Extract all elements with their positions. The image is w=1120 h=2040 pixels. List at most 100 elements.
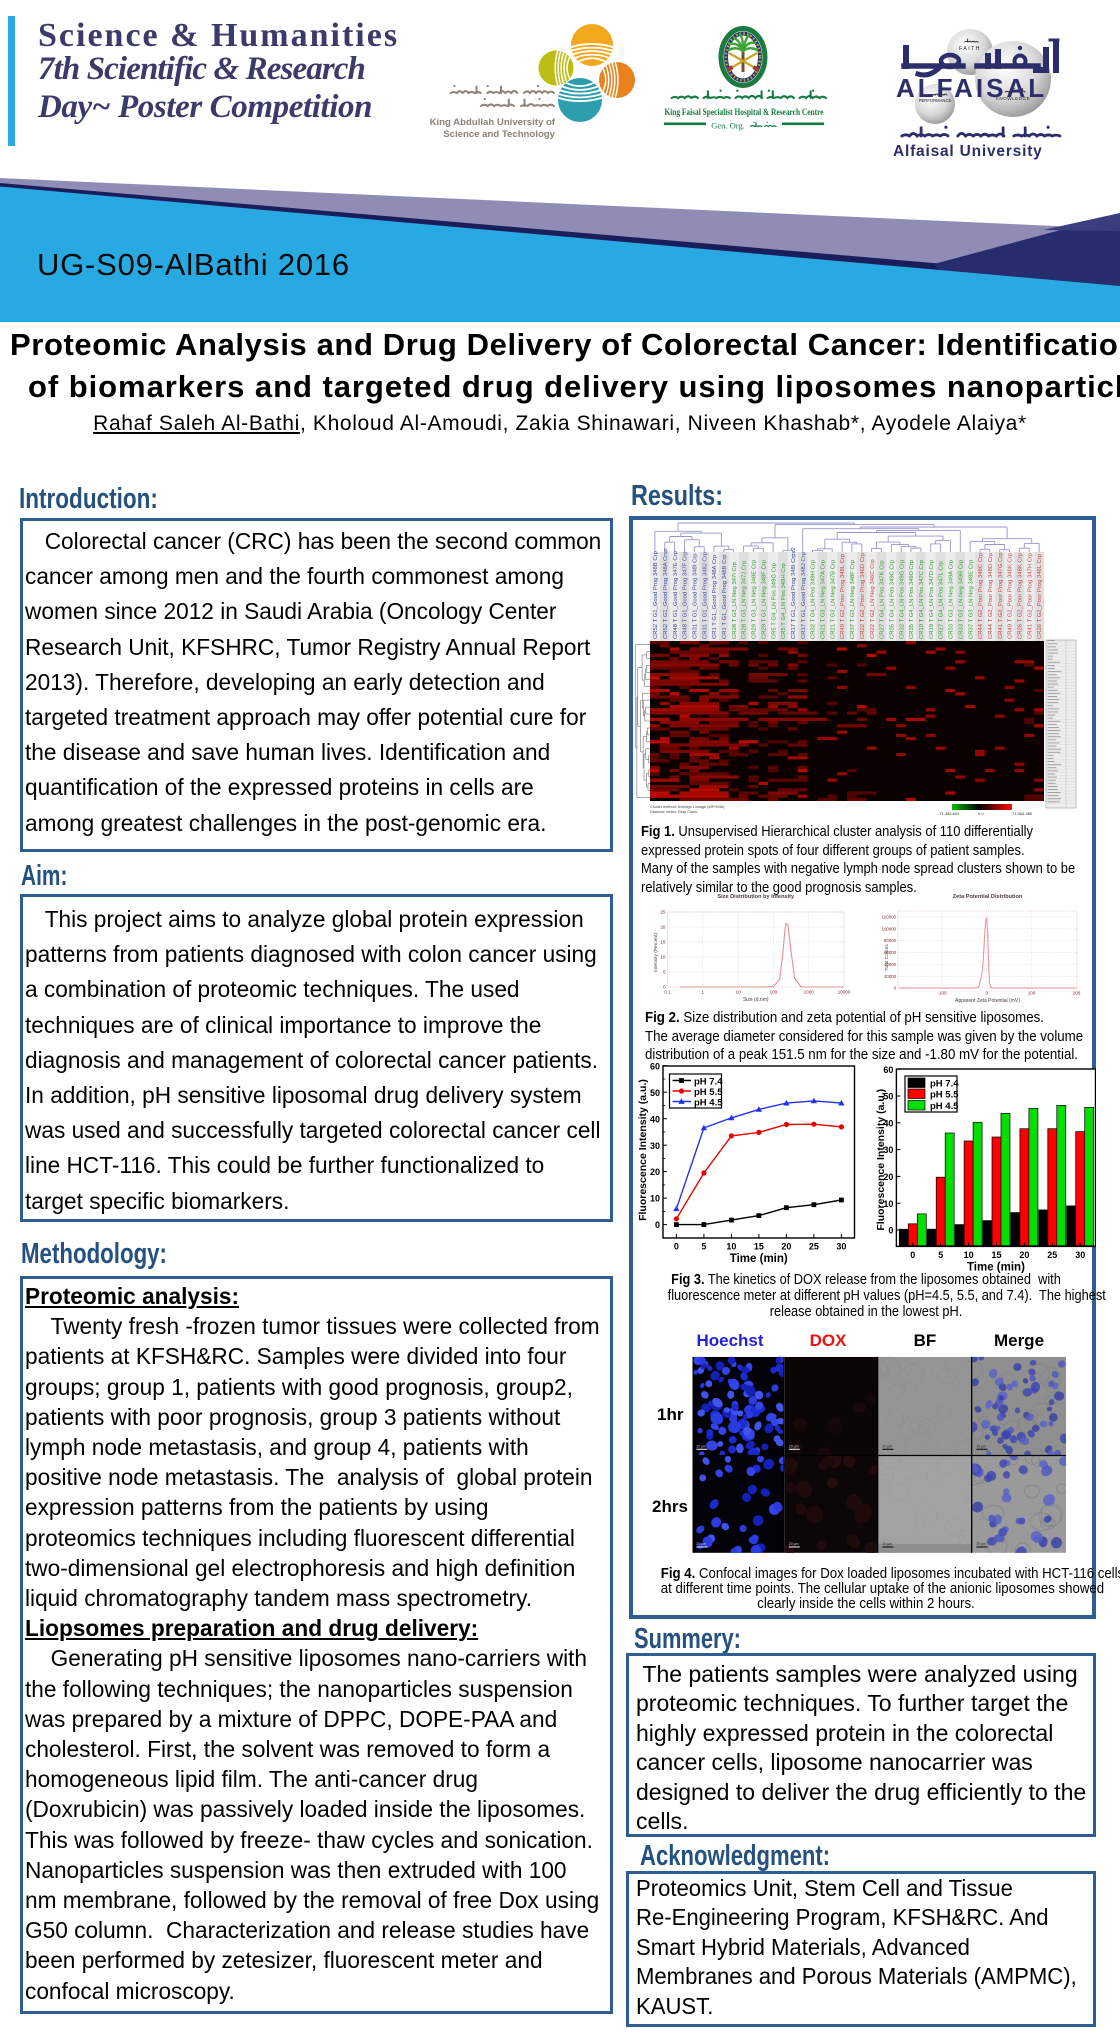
svg-text:Apparent Zeta Potential (mV): Apparent Zeta Potential (mV) bbox=[955, 998, 1020, 1004]
svg-text:Fluorescence Intensity (a.u.): Fluorescence Intensity (a.u.) bbox=[875, 1089, 887, 1231]
svg-text:-71,384.603: -71,384.603 bbox=[938, 811, 960, 816]
svg-text:20000: 20000 bbox=[884, 974, 897, 979]
svg-text:0: 0 bbox=[888, 1226, 893, 1236]
svg-text:10: 10 bbox=[883, 1199, 893, 1209]
svg-text:CR48 T G1_Good Prog 347E Crp: CR48 T G1_Good Prog 347E Crp bbox=[673, 550, 679, 639]
svg-text:CR5 T G4_LN Pos 349H Crp: CR5 T G4_LN Pos 349H Crp bbox=[781, 563, 787, 639]
svg-text:20 µm: 20 µm bbox=[696, 1444, 706, 1448]
svg-text:25: 25 bbox=[809, 1242, 819, 1252]
svg-text:CR22 T G2_Poor Prog 346D Crp: CR22 T G2_Poor Prog 346D Crp bbox=[860, 552, 866, 639]
svg-text:CR1 T G1_Good Prog 348A Crp: CR1 T G1_Good Prog 348A Crp bbox=[712, 554, 718, 639]
svg-text:20: 20 bbox=[883, 1172, 893, 1182]
svg-text:Cluster method: Average Linkag: Cluster method: Average Linkage (WPGMA) bbox=[650, 805, 725, 809]
svg-text:Hoechst: Hoechst bbox=[696, 1331, 763, 1350]
svg-text:5: 5 bbox=[938, 1250, 943, 1260]
svg-text:Fluorescence Intensity (a.u.): Fluorescence Intensity (a.u.) bbox=[637, 1079, 649, 1221]
svg-text:CR29 T G3_LN Neg 348E Crp: CR29 T G3_LN Neg 348E Crp bbox=[752, 559, 758, 639]
svg-text:CR26 T G2_Poor Prog 346L Crp: CR26 T G2_Poor Prog 346L Crp bbox=[1037, 553, 1043, 639]
svg-text:120000: 120000 bbox=[882, 915, 897, 920]
svg-text:Time (min): Time (min) bbox=[730, 1253, 788, 1265]
svg-text:King Abdullah University of: King Abdullah University of bbox=[430, 117, 556, 128]
svg-text:1hr: 1hr bbox=[657, 1405, 684, 1424]
svg-text:100: 100 bbox=[770, 990, 778, 995]
svg-text:Distance metric: Bray Curtis: Distance metric: Bray Curtis bbox=[650, 810, 697, 814]
svg-text:CR17 T G1_Good Prog 348J Crp: CR17 T G1_Good Prog 348J Crp bbox=[801, 551, 807, 639]
svg-text:15: 15 bbox=[660, 940, 666, 945]
svg-text:CR26 T G2_Poor Prog 348K Crp: CR26 T G2_Poor Prog 348K Crp bbox=[1018, 552, 1024, 639]
svg-text:0: 0 bbox=[655, 1220, 660, 1230]
svg-text:CR21 T G3_LN Neg 347A Crp: CR21 T G3_LN Neg 347A Crp bbox=[821, 559, 827, 639]
svg-text:40000: 40000 bbox=[884, 962, 897, 967]
svg-text:0: 0 bbox=[910, 1250, 915, 1260]
svg-text:pH 4.5: pH 4.5 bbox=[694, 1097, 723, 1108]
svg-text:30: 30 bbox=[836, 1242, 846, 1252]
svg-text:Alfaisal University: Alfaisal University bbox=[893, 143, 1043, 160]
svg-text:Merge: Merge bbox=[994, 1331, 1044, 1350]
svg-text:CR31 T G1_Good Prog 348I Crp: CR31 T G1_Good Prog 348I Crp bbox=[693, 553, 699, 639]
svg-text:30: 30 bbox=[650, 1141, 660, 1151]
svg-text:100: 100 bbox=[1028, 991, 1036, 996]
svg-text:2hrs: 2hrs bbox=[652, 1497, 688, 1516]
svg-text:CR19 T G4_LN Pos 347C Crp: CR19 T G4_LN Pos 347C Crp bbox=[919, 559, 925, 639]
svg-text:20 µm: 20 µm bbox=[976, 1542, 986, 1546]
svg-text:20 µm: 20 µm bbox=[789, 1444, 799, 1448]
svg-text:20: 20 bbox=[650, 1167, 660, 1177]
svg-text:Gen. Org.: Gen. Org. bbox=[711, 121, 745, 131]
svg-text:20: 20 bbox=[1019, 1250, 1029, 1260]
svg-text:30: 30 bbox=[883, 1145, 893, 1155]
svg-text:pH 7.4: pH 7.4 bbox=[930, 1078, 959, 1089]
svg-text:0: 0 bbox=[674, 1242, 679, 1252]
svg-text:Size (d.nm): Size (d.nm) bbox=[743, 997, 769, 1003]
svg-text:CR35 T G4_LN Pos 349D Crp: CR35 T G4_LN Pos 349D Crp bbox=[909, 559, 915, 639]
svg-text:10: 10 bbox=[736, 990, 742, 995]
svg-text:10: 10 bbox=[964, 1250, 974, 1260]
svg-text:CR35 T G4_LN Pos 349C Crp: CR35 T G4_LN Pos 349C Crp bbox=[890, 559, 896, 639]
svg-text:40: 40 bbox=[883, 1118, 893, 1128]
svg-text:CR49 T G2_Poor Prog 348L Crp: CR49 T G2_Poor Prog 348L Crp bbox=[840, 553, 846, 639]
svg-text:5: 5 bbox=[663, 970, 666, 975]
svg-text:20 µm: 20 µm bbox=[882, 1542, 892, 1546]
svg-text:Science and Technology: Science and Technology bbox=[443, 129, 555, 140]
svg-text:15: 15 bbox=[991, 1250, 1001, 1260]
svg-text:CR32 T G4_LN Pos 349H Crp: CR32 T G4_LN Pos 349H Crp bbox=[811, 559, 817, 639]
svg-text:CR52 T G1_Good Prog 348B Crp: CR52 T G1_Good Prog 348B Crp bbox=[653, 550, 659, 639]
svg-text:CR1 T G1_Good Prog 348B Crp: CR1 T G1_Good Prog 348B Crp bbox=[722, 554, 728, 639]
svg-text:20: 20 bbox=[660, 925, 666, 930]
svg-text:CR37 T G3_LN Neg 348E Crp: CR37 T G3_LN Neg 348E Crp bbox=[968, 559, 974, 639]
svg-text:Intensity (Percent): Intensity (Percent) bbox=[653, 933, 659, 972]
svg-text:CR27 T G4_LN Pos 347K Crp: CR27 T G4_LN Pos 347K Crp bbox=[880, 560, 886, 639]
svg-text:pH 5.5: pH 5.5 bbox=[694, 1087, 723, 1098]
svg-text:ALFAISAL: ALFAISAL bbox=[896, 73, 1047, 103]
svg-text:80000: 80000 bbox=[884, 938, 897, 943]
svg-text:pH 4.5: pH 4.5 bbox=[930, 1101, 959, 1112]
svg-text:20 µm: 20 µm bbox=[976, 1444, 986, 1448]
svg-text:PERFORMANCE: PERFORMANCE bbox=[919, 98, 952, 103]
svg-text:100000: 100000 bbox=[882, 926, 897, 931]
svg-text:CR5 T G4_LN Pos 349G Crp: CR5 T G4_LN Pos 349G Crp bbox=[771, 562, 777, 639]
svg-text:Total Counts: Total Counts bbox=[884, 944, 890, 971]
svg-text:King Faisal Specialist Hospita: King Faisal Specialist Hospital & Resear… bbox=[664, 106, 823, 117]
svg-text:CR17 T G1_Good Prog 348I Crpv2: CR17 T G1_Good Prog 348I Crpv2 bbox=[791, 547, 797, 639]
svg-text:15: 15 bbox=[754, 1242, 764, 1252]
svg-text:30: 30 bbox=[1075, 1250, 1085, 1260]
svg-text:CR37 T G3_LN Neg 348F Crp: CR37 T G3_LN Neg 348F Crp bbox=[850, 559, 856, 639]
svg-text:0: 0 bbox=[986, 991, 989, 996]
svg-text:FAITH: FAITH bbox=[959, 46, 981, 52]
svg-text:CR44 T G2_Poor Prog 348C Crp: CR44 T G2_Poor Prog 348C Crp bbox=[978, 552, 984, 639]
svg-text:10: 10 bbox=[650, 1194, 660, 1204]
svg-text:CR41 T G2_Poor Prog 347H Crp: CR41 T G2_Poor Prog 347H Crp bbox=[1027, 552, 1033, 639]
svg-text:20 µm: 20 µm bbox=[882, 1444, 892, 1448]
svg-text:DOX: DOX bbox=[810, 1331, 848, 1350]
svg-text:CR27 T G4_LN Pos 347L Crp: CR27 T G4_LN Pos 347L Crp bbox=[939, 560, 945, 639]
svg-text:pH 7.4: pH 7.4 bbox=[694, 1076, 723, 1087]
svg-text:pH 5.5: pH 5.5 bbox=[930, 1089, 959, 1100]
svg-text:1: 1 bbox=[702, 990, 705, 995]
svg-text:1000: 1000 bbox=[804, 990, 815, 995]
svg-text:CR28 T G3_LN Neg 347J Crp: CR28 T G3_LN Neg 347J Crp bbox=[742, 560, 748, 639]
svg-text:CR21 T G3_LN Neg 347B Crp: CR21 T G3_LN Neg 347B Crp bbox=[830, 559, 836, 639]
svg-text:-100: -100 bbox=[937, 991, 947, 996]
svg-text:Zeta Potential Distribution: Zeta Potential Distribution bbox=[953, 894, 1023, 900]
svg-text:Size Distribution by Intensity: Size Distribution by Intensity bbox=[717, 894, 795, 900]
svg-text:10: 10 bbox=[726, 1242, 736, 1252]
svg-text:200: 200 bbox=[1073, 991, 1081, 996]
